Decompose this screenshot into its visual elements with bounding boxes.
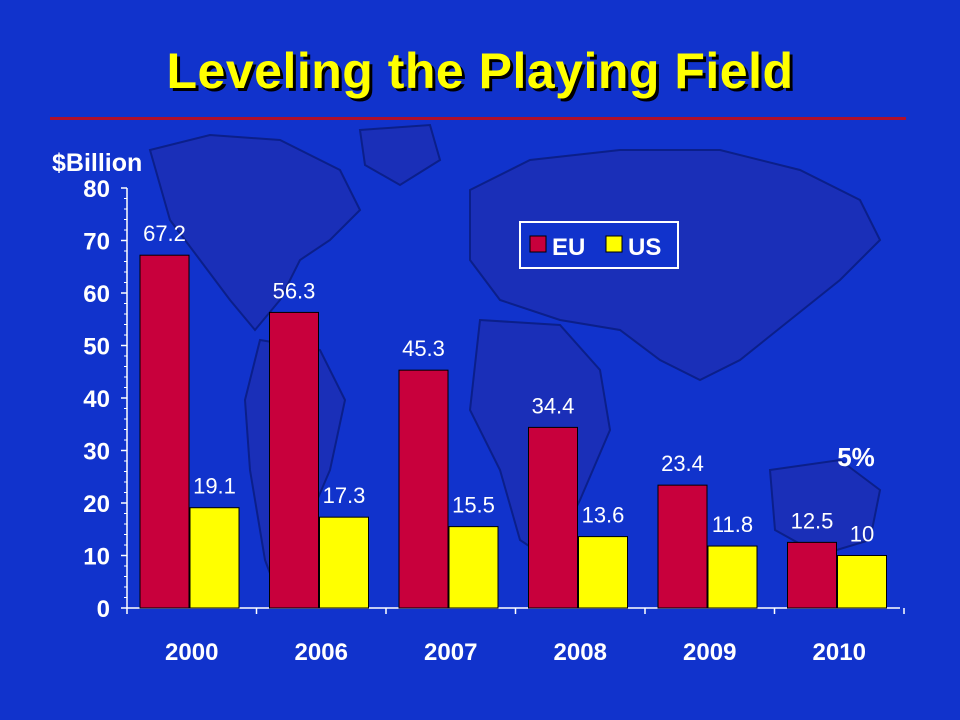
bar-us-2000 (189, 507, 240, 609)
y-tick-label: 70 (83, 229, 110, 256)
legend: EU US (519, 221, 679, 269)
y-tick-label: 30 (83, 439, 110, 466)
value-label-eu-2009: 23.4 (661, 451, 704, 476)
bars (139, 254, 887, 609)
map-greenland (358, 123, 442, 187)
y-tick-label: 40 (83, 386, 110, 413)
bar-us-2008 (578, 536, 628, 609)
y-tick-label: 50 (83, 334, 110, 361)
x-tick-label-2000: 2000 (165, 639, 218, 666)
legend-swatch-eu (529, 235, 547, 253)
x-tick-label-2010: 2010 (813, 639, 866, 666)
bar-eu-2009 (657, 484, 708, 609)
legend-label-us: US (628, 234, 661, 261)
y-tick-label: 0 (97, 596, 110, 623)
bar-us-2006 (319, 516, 369, 609)
legend-swatch-us (605, 235, 623, 253)
x-tick-label-2006: 2006 (295, 639, 348, 666)
value-label-us-2009: 11.8 (712, 512, 753, 537)
bar-eu-2008 (528, 426, 578, 609)
annotation-5-percent: 5% (837, 442, 875, 472)
value-label-eu-2007: 45.3 (402, 336, 445, 361)
value-label-us-2007: 15.5 (452, 493, 495, 518)
y-tick-label: 20 (83, 491, 110, 518)
title-underline (50, 117, 906, 120)
y-tick-label: 10 (83, 544, 110, 571)
bar-eu-2010 (787, 541, 837, 609)
value-label-eu-2008: 34.4 (532, 393, 575, 418)
x-axis-labels: 2000 2006 2007 2008 2009 2010 (165, 639, 866, 666)
value-label-eu-2006: 56.3 (273, 278, 316, 303)
y-axis: 0 10 20 30 40 50 60 70 80 (83, 176, 905, 623)
bar-us-2010 (837, 555, 887, 609)
bar-us-2009 (707, 545, 758, 609)
value-label-us-2010: 10 (850, 522, 874, 547)
world-map-background (148, 123, 882, 603)
y-axis-label: $Billion (52, 149, 142, 177)
bar-eu-2006 (269, 311, 319, 609)
x-tick-label-2008: 2008 (554, 639, 607, 666)
map-australia (768, 458, 882, 557)
legend-label-eu: EU (552, 234, 585, 261)
value-labels: 67.2 19.1 56.3 17.3 45.3 15.5 34.4 13.6 23.4 11.8… (143, 221, 874, 546)
bar-eu-2000 (139, 254, 190, 609)
map-north-america (148, 133, 362, 332)
value-label-us-2008: 13.6 (582, 503, 625, 528)
value-label-eu-2010: 12.5 (791, 508, 834, 533)
value-label-eu-2000: 67.2 (143, 221, 186, 246)
x-tick-label-2007: 2007 (424, 639, 477, 666)
bar-eu-2007 (398, 369, 449, 609)
x-tick-label-2009: 2009 (683, 639, 736, 666)
y-tick-label: 60 (83, 281, 110, 308)
bar-us-2007 (448, 526, 499, 609)
y-tick-label: 80 (83, 176, 110, 203)
slide-title: Leveling the Playing Field (166, 43, 794, 99)
value-label-us-2006: 17.3 (323, 483, 366, 508)
value-label-us-2000: 19.1 (193, 474, 236, 499)
